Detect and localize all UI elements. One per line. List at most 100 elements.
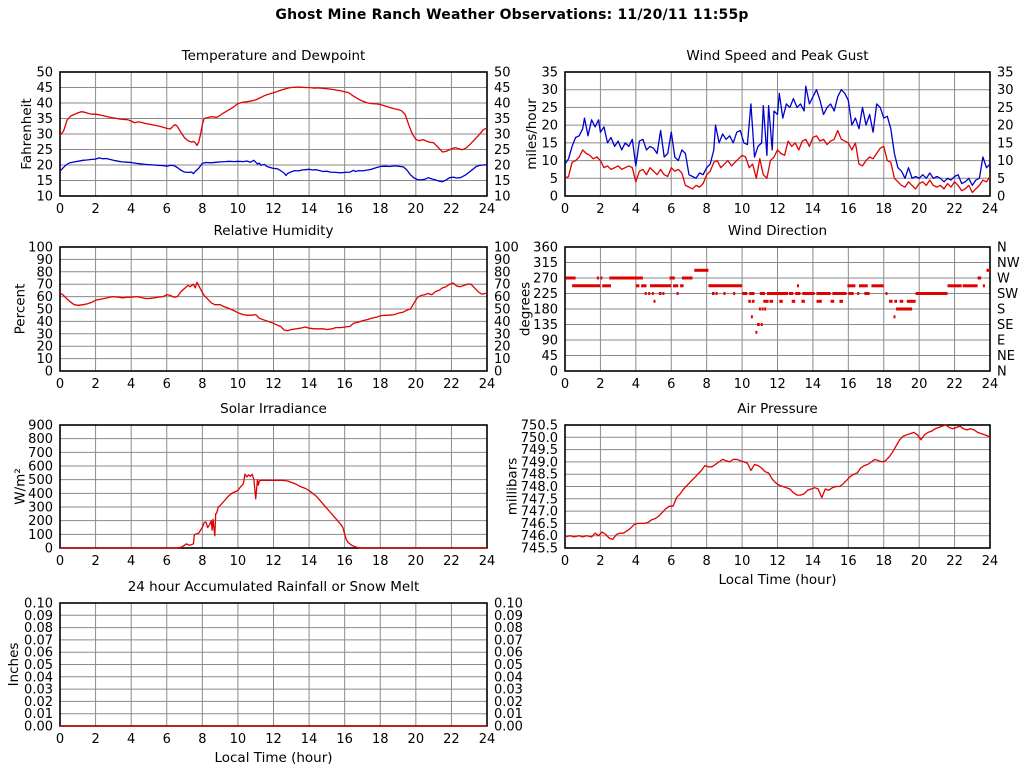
svg-text:24: 24 (982, 554, 999, 569)
svg-text:8: 8 (703, 377, 711, 392)
svg-text:0: 0 (56, 554, 64, 569)
svg-text:20: 20 (408, 377, 425, 392)
svg-text:45: 45 (541, 349, 558, 364)
svg-text:0.04: 0.04 (494, 670, 523, 685)
svg-text:12: 12 (769, 377, 786, 392)
svg-text:749.5: 749.5 (521, 443, 558, 458)
svg-text:0.06: 0.06 (24, 646, 53, 661)
svg-text:24: 24 (479, 732, 496, 747)
svg-text:10: 10 (734, 377, 751, 392)
svg-text:0.10: 0.10 (24, 597, 53, 612)
svg-text:10: 10 (734, 554, 751, 569)
svg-text:25: 25 (36, 143, 53, 158)
plot-border (564, 246, 991, 372)
svg-text:Local Time (hour): Local Time (hour) (718, 572, 836, 588)
svg-text:10: 10 (230, 554, 247, 569)
svg-text:30: 30 (494, 128, 511, 143)
axis-labels: 0 2 4 6 8 10 12 14 16 18 20 22 24745.5746.0746.5747.… (505, 419, 999, 589)
svg-text:8: 8 (198, 202, 206, 217)
series-air-pressure (564, 424, 991, 541)
plot-border (564, 71, 991, 197)
svg-text:4: 4 (127, 202, 135, 217)
svg-text:8: 8 (198, 554, 206, 569)
svg-text:20: 20 (541, 119, 558, 134)
svg-text:35: 35 (494, 112, 511, 127)
svg-text:SW: SW (997, 287, 1018, 302)
svg-text:14: 14 (301, 202, 318, 217)
svg-text:0: 0 (550, 365, 558, 380)
chart-relative-humidity: Relative Humidity 0 2 4 6 8 10 12 14 16 18 20 22 24 0… (0, 215, 519, 393)
svg-text:16: 16 (336, 732, 353, 747)
svg-text:10: 10 (230, 377, 247, 392)
svg-text:14: 14 (301, 732, 318, 747)
svg-text:12: 12 (769, 554, 786, 569)
svg-text:6: 6 (163, 554, 171, 569)
svg-text:18: 18 (372, 202, 389, 217)
svg-text:40: 40 (36, 97, 53, 112)
svg-text:40: 40 (494, 97, 511, 112)
svg-text:50: 50 (494, 303, 511, 318)
axis-labels: 0 2 4 6 8 10 12 14 16 18 20 22 240102030405060708090… (13, 241, 519, 393)
axis-labels: 0 2 4 6 8 10 12 14 16 18 20 22 240100200300400500600… (13, 419, 496, 570)
svg-text:20: 20 (911, 202, 928, 217)
temperature-dewpoint-canvas: 0 2 4 6 8 10 12 14 16 18 20 22 241015202530354045501… (19, 66, 511, 218)
svg-text:18: 18 (372, 732, 389, 747)
chart-rainfall: 24 hour Accumulated Rainfall or Snow Mel… (0, 571, 523, 768)
svg-text:30: 30 (36, 128, 53, 143)
svg-text:0: 0 (45, 542, 53, 557)
svg-text:16: 16 (336, 554, 353, 569)
series-wind-speed (564, 129, 991, 194)
svg-text:35: 35 (541, 66, 558, 81)
svg-text:600: 600 (28, 460, 53, 475)
axis-labels: 0 2 4 6 8 10 12 14 16 18 20 22 241015202530354045501… (19, 66, 511, 218)
series-relative-humidity (59, 281, 488, 332)
chart-air-pressure: Air Pressure 0 2 4 6 8 10 12 14 16 18 20 22 24 745.5 7… (505, 393, 1024, 605)
svg-text:748.5: 748.5 (521, 468, 558, 483)
svg-text:6: 6 (667, 377, 675, 392)
svg-text:10: 10 (997, 154, 1014, 169)
svg-text:80: 80 (36, 265, 53, 280)
svg-text:Fahrenheit: Fahrenheit (19, 98, 35, 169)
svg-text:0: 0 (494, 365, 502, 380)
svg-text:270: 270 (533, 272, 558, 287)
svg-text:Inches: Inches (6, 643, 22, 687)
svg-text:200: 200 (28, 514, 53, 529)
svg-text:24: 24 (479, 377, 496, 392)
series-wind-direction (565, 268, 990, 334)
svg-text:0.10: 0.10 (494, 597, 523, 612)
svg-text:0.00: 0.00 (24, 720, 53, 735)
chart-title: Temperature and Dewpoint (181, 48, 366, 64)
svg-text:4: 4 (632, 377, 640, 392)
svg-text:0: 0 (550, 190, 558, 205)
svg-text:10: 10 (494, 190, 511, 205)
svg-text:22: 22 (443, 202, 460, 217)
svg-text:12: 12 (265, 554, 282, 569)
svg-text:18: 18 (372, 377, 389, 392)
svg-text:24: 24 (982, 202, 999, 217)
svg-text:25: 25 (541, 101, 558, 116)
svg-text:60: 60 (494, 290, 511, 305)
svg-text:10: 10 (230, 732, 247, 747)
svg-text:0: 0 (56, 732, 64, 747)
svg-text:0.00: 0.00 (494, 720, 523, 735)
chart-title: Wind Speed and Peak Gust (686, 48, 869, 64)
svg-text:225: 225 (533, 287, 558, 302)
svg-text:6: 6 (163, 202, 171, 217)
grid (59, 424, 488, 549)
svg-text:NW: NW (997, 256, 1020, 271)
svg-text:10: 10 (541, 154, 558, 169)
svg-text:5: 5 (997, 172, 1005, 187)
svg-text:20: 20 (408, 202, 425, 217)
svg-text:0.01: 0.01 (24, 707, 53, 722)
svg-text:0.02: 0.02 (24, 695, 53, 710)
svg-text:90: 90 (541, 334, 558, 349)
svg-text:20: 20 (911, 554, 928, 569)
svg-text:4: 4 (632, 202, 640, 217)
svg-text:0.08: 0.08 (494, 621, 523, 636)
svg-text:0: 0 (561, 377, 569, 392)
grid (564, 246, 991, 372)
svg-text:30: 30 (36, 327, 53, 342)
svg-text:700: 700 (28, 446, 53, 461)
svg-text:45: 45 (36, 81, 53, 96)
svg-text:4: 4 (127, 554, 135, 569)
